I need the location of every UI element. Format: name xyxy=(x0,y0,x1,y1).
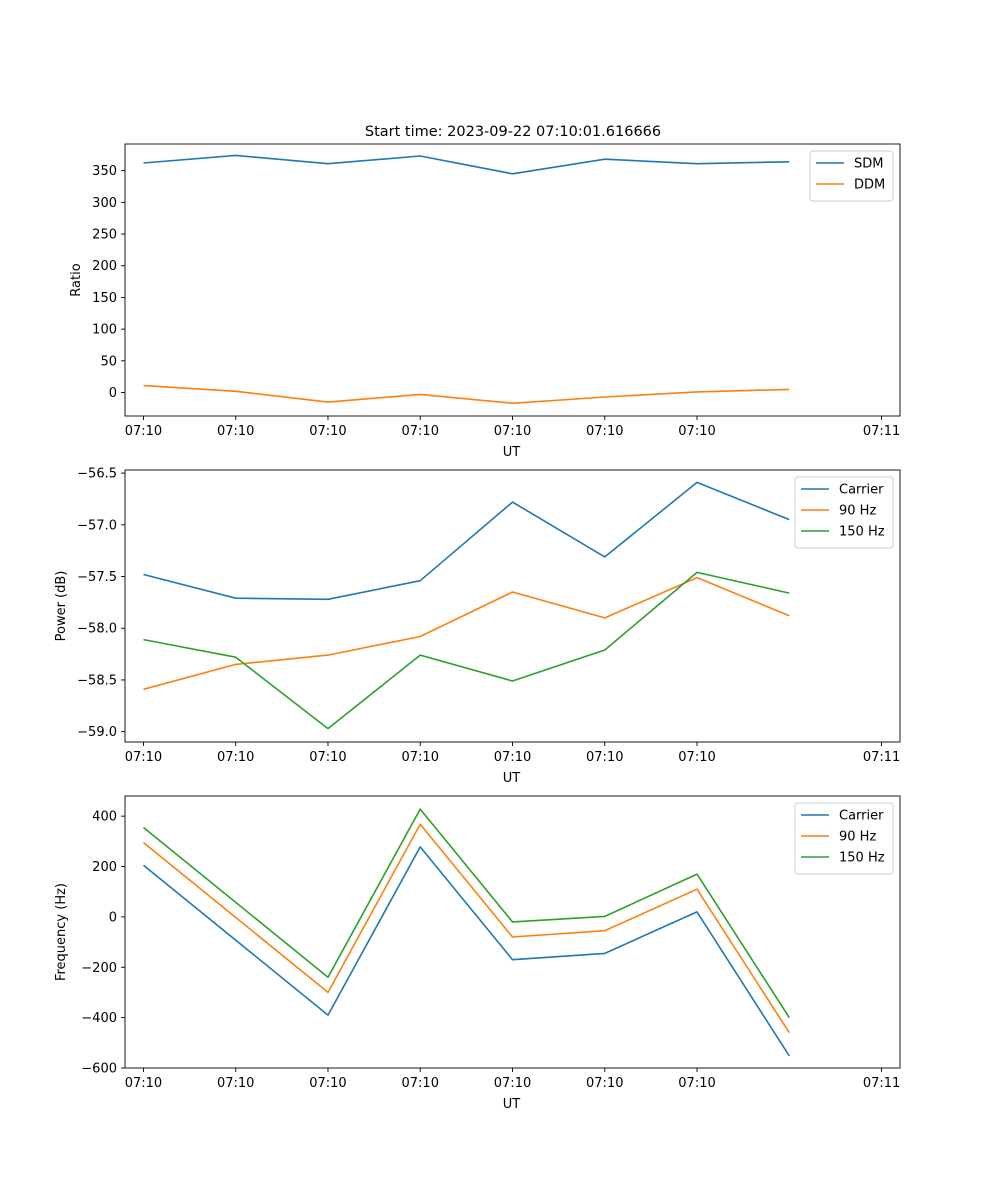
y-tick-label: −200 xyxy=(81,961,117,976)
series-line-150-hz xyxy=(143,571,790,730)
y-tick-label: 250 xyxy=(92,228,117,243)
y-tick-label: 100 xyxy=(92,323,117,338)
x-axis-label: UT xyxy=(503,1097,521,1112)
legend-entry-label: 150 Hz xyxy=(839,851,885,866)
y-tick-label: −57.5 xyxy=(77,570,117,585)
x-tick-label: 07:10 xyxy=(586,1076,623,1091)
chart-panel-1: 07:10 07:10 07:10 07:10 07:10 07:10 07:10 07:11… xyxy=(69,143,901,460)
chart-panel-3: 07:10 07:10 07:10 07:10 07:10 07:10 07:10 07:11… xyxy=(54,795,901,1112)
x-tick-label: 07:10 xyxy=(494,750,531,765)
x-tick-label: 07:10 xyxy=(678,424,715,439)
x-tick-label: 07:11 xyxy=(863,1076,900,1091)
y-tick-label: 0 xyxy=(109,386,117,401)
series-line-carrier xyxy=(142,846,790,1057)
x-tick-label: 07:11 xyxy=(863,750,900,765)
legend: Carrier 90 Hz 150 Hz xyxy=(794,476,894,549)
y-tick-label: 400 xyxy=(92,810,117,825)
x-tick-label: 07:10 xyxy=(309,424,346,439)
legend: Carrier 90 Hz 150 Hz xyxy=(794,802,894,875)
y-tick-label: 0 xyxy=(109,910,117,925)
y-tick-label: −58.0 xyxy=(77,622,117,637)
legend: SDM DDM xyxy=(809,150,894,202)
x-tick-label: 07:10 xyxy=(586,750,623,765)
legend-entry-label: Carrier xyxy=(839,809,884,824)
legend-entry-label: SDM xyxy=(854,157,883,172)
y-tick-label: −59.0 xyxy=(77,725,117,740)
y-tick-label: 150 xyxy=(92,291,117,306)
x-tick-label: 07:10 xyxy=(309,1076,346,1091)
y-axis-label: Ratio xyxy=(69,263,84,296)
y-tick-label: 50 xyxy=(100,354,117,369)
y-tick-label: 200 xyxy=(92,259,117,274)
x-tick-label: 07:10 xyxy=(494,1076,531,1091)
y-tick-label: 350 xyxy=(92,164,117,179)
x-tick-label: 07:10 xyxy=(125,750,162,765)
legend-entry-label: 150 Hz xyxy=(839,525,885,540)
x-tick-label: 07:10 xyxy=(402,750,439,765)
x-tick-label: 07:10 xyxy=(217,750,254,765)
series-line-sdm xyxy=(143,154,790,175)
x-tick-label: 07:10 xyxy=(309,750,346,765)
legend-entry-label: 90 Hz xyxy=(839,504,876,519)
y-axis-label: Power (dB) xyxy=(54,571,69,642)
series-line-150-hz xyxy=(142,808,790,1019)
x-tick-label: 07:10 xyxy=(217,1076,254,1091)
x-tick-label: 07:10 xyxy=(494,424,531,439)
x-tick-label: 07:10 xyxy=(125,1076,162,1091)
x-tick-label: 07:10 xyxy=(402,424,439,439)
x-axis-label: UT xyxy=(503,445,521,460)
x-tick-label: 07:10 xyxy=(678,750,715,765)
y-tick-label: 300 xyxy=(92,196,117,211)
y-tick-label: −58.5 xyxy=(77,673,117,688)
x-tick-label: 07:10 xyxy=(217,424,254,439)
legend-entry-label: 90 Hz xyxy=(839,830,876,845)
series-line-ddm xyxy=(143,384,790,405)
x-tick-label: 07:10 xyxy=(125,424,162,439)
figure-title: Start time: 2023-09-22 07:10:01.616666 xyxy=(365,124,661,140)
series-line-carrier xyxy=(143,481,790,601)
y-tick-label: −56.5 xyxy=(77,467,117,482)
x-axis-label: UT xyxy=(503,771,521,786)
y-tick-label: −600 xyxy=(81,1062,117,1077)
legend-entry-label: Carrier xyxy=(839,483,884,498)
y-tick-label: −400 xyxy=(81,1011,117,1026)
series-line-90-hz xyxy=(142,823,790,1034)
x-tick-label: 07:10 xyxy=(586,424,623,439)
legend-entry-label: DDM xyxy=(854,178,885,193)
x-tick-label: 07:10 xyxy=(402,1076,439,1091)
y-tick-label: −57.0 xyxy=(77,518,117,533)
y-axis-label: Frequency (Hz) xyxy=(54,883,69,981)
x-tick-label: 07:11 xyxy=(863,424,900,439)
x-tick-label: 07:10 xyxy=(678,1076,715,1091)
y-tick-label: 200 xyxy=(92,860,117,875)
chart-panel-2: 07:10 07:10 07:10 07:10 07:10 07:10 07:10 07:11… xyxy=(54,467,901,786)
